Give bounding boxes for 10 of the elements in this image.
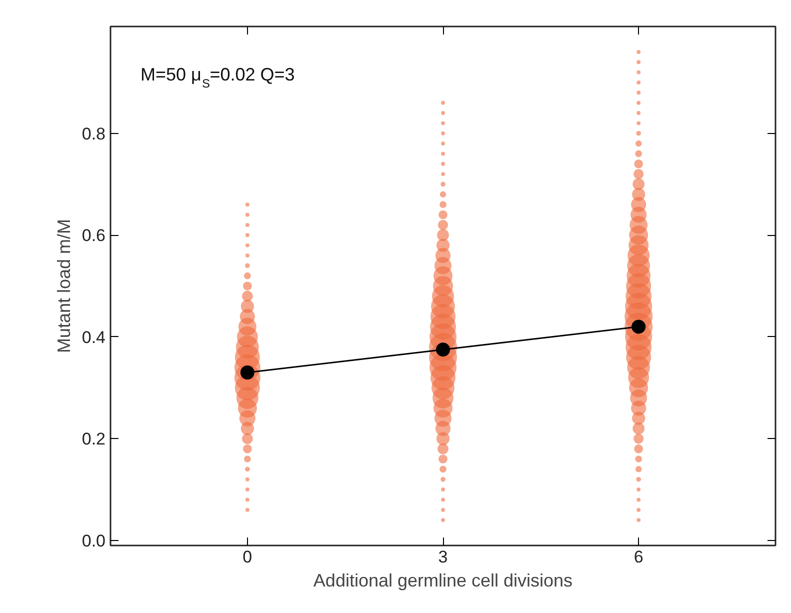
y-tick-label: 0.0: [82, 531, 106, 550]
y-tick-label: 0.8: [82, 124, 106, 144]
y-tick-label: 0.6: [82, 226, 106, 246]
x-axis-title: Additional germline cell divisions: [313, 570, 573, 590]
x-tick-label: 6: [634, 548, 644, 566]
y-axis-title: Mutant load m/M: [54, 218, 74, 354]
y-tick-label: 0.4: [82, 328, 106, 347]
x-tick-label: 0: [242, 548, 252, 566]
x-tick-label: 3: [438, 548, 448, 566]
y-tick-label: 0.2: [82, 430, 106, 449]
